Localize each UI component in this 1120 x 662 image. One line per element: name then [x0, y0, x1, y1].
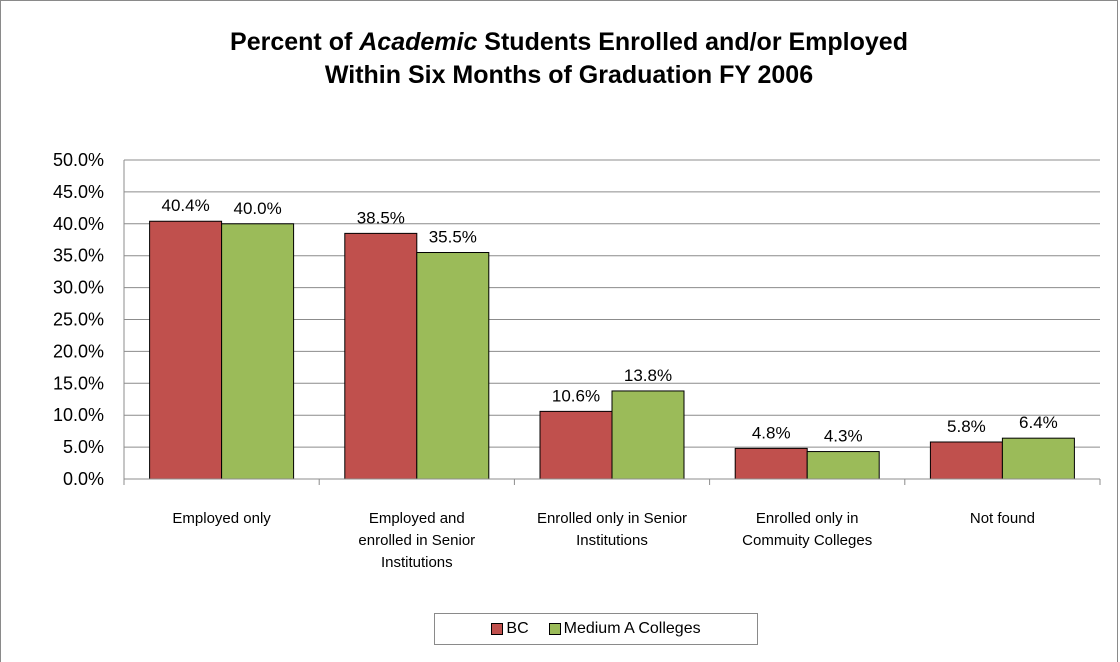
- x-tick-label: Employed and enrolled in Senior Institutio…: [358, 510, 475, 571]
- x-tick-label-line: Employed only: [172, 510, 271, 527]
- chart-title: Percent of Academic Students Enrolled an…: [0, 26, 1120, 92]
- bar: [929, 441, 1003, 480]
- y-tick-label: 35.0%: [53, 246, 104, 266]
- bar: [734, 447, 808, 480]
- title-part-2: Academic: [359, 28, 478, 56]
- data-label: 35.5%: [429, 228, 477, 247]
- y-tick-label: 10.0%: [53, 405, 104, 425]
- data-label: 40.4%: [161, 196, 209, 215]
- chart-title-line-2: Within Six Months of Graduation FY 2006: [324, 61, 814, 89]
- data-label: 38.5%: [357, 208, 405, 227]
- data-label: 5.8%: [947, 417, 986, 436]
- bar: [149, 220, 223, 480]
- chart-title-line-1: Percent of Academic Students Enrolled an…: [0, 26, 1120, 59]
- y-tick-label: 0.0%: [63, 469, 104, 489]
- x-tick-label-line: Enrolled only in Senior: [537, 510, 687, 527]
- x-tick-label: Not found: [970, 510, 1035, 527]
- legend-label-medium-a-colleges: Medium A Colleges: [563, 620, 701, 637]
- data-label: 4.8%: [752, 423, 791, 442]
- x-tick-label: Employed only: [172, 510, 271, 527]
- bar: [1001, 437, 1075, 480]
- title-part-3: Students Enrolled and/or Employed: [477, 28, 908, 56]
- bar: [416, 252, 490, 480]
- data-label: 6.4%: [1019, 413, 1058, 432]
- legend-label-bc: BC: [506, 620, 529, 637]
- x-tick-label-line: Institutions: [381, 554, 453, 571]
- y-tick-label: 5.0%: [63, 437, 104, 457]
- y-tick-label: 20.0%: [53, 341, 104, 361]
- y-tick-label: 40.0%: [53, 214, 104, 234]
- title-part-1: Percent of: [230, 28, 360, 56]
- data-label: 40.0%: [233, 199, 281, 218]
- bar: [611, 390, 685, 480]
- y-tick-label: 15.0%: [53, 373, 104, 393]
- legend-swatch-medium-a-colleges: [548, 623, 561, 635]
- bar: [344, 232, 418, 480]
- x-tick-label-line: Institutions: [576, 532, 648, 549]
- y-tick-label: 25.0%: [53, 310, 104, 330]
- x-tick-label: Enrolled only in Senior Institutions: [537, 510, 687, 549]
- legend-item-medium-a-colleges: Medium A Colleges: [548, 620, 701, 638]
- bar: [806, 451, 880, 480]
- legend-item-bc: BC: [491, 620, 529, 638]
- y-tick-label: 30.0%: [53, 278, 104, 298]
- legend-swatch-bc: [491, 623, 504, 635]
- x-tick-label-line: Enrolled only in: [756, 510, 859, 527]
- x-tick-label-line: Commuity Colleges: [742, 532, 872, 549]
- y-tick-label: 45.0%: [53, 182, 104, 202]
- data-label: 13.8%: [624, 366, 672, 385]
- bar: [539, 410, 613, 480]
- x-tick-label-line: Not found: [970, 510, 1035, 527]
- x-tick-label-line: Employed and: [369, 510, 465, 527]
- bar: [221, 223, 295, 480]
- x-tick-label: Enrolled only in Commuity Colleges: [742, 510, 872, 549]
- chart-legend: BC Medium A Colleges: [434, 613, 758, 645]
- data-label: 4.3%: [824, 427, 863, 446]
- data-label: 10.6%: [552, 386, 600, 405]
- y-tick-label: 50.0%: [53, 150, 104, 170]
- x-tick-label-line: enrolled in Senior: [358, 532, 475, 549]
